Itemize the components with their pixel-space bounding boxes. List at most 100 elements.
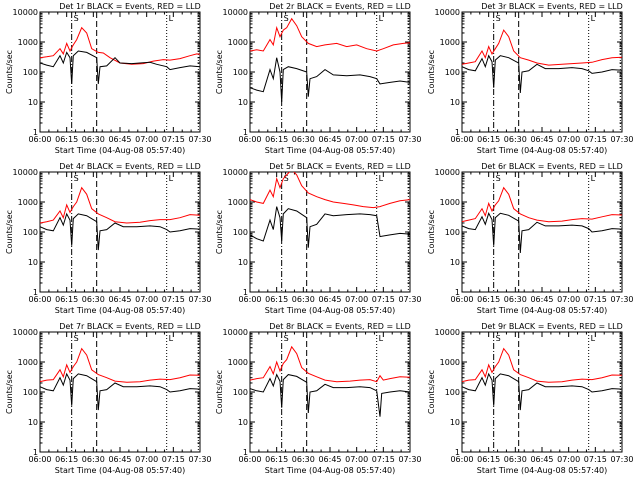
event-marker-label: S <box>74 174 79 183</box>
x-tick-label: 07:00 <box>135 135 158 144</box>
plot-frame <box>39 171 201 293</box>
x-tick-label: 06:15 <box>55 135 78 144</box>
event-marker-label: S <box>284 174 289 183</box>
event-marker-label: L <box>379 174 384 183</box>
x-tick-label: 07:00 <box>557 455 580 464</box>
lld-series-line <box>462 347 622 383</box>
y-axis-label: Counts/sec <box>215 370 224 414</box>
y-tick-label: 10 <box>238 98 248 107</box>
event-marker-label: L <box>379 334 384 343</box>
x-tick-label: 06:45 <box>530 135 553 144</box>
x-tick-label: 07:00 <box>557 295 580 304</box>
x-tick-label: 07:30 <box>610 455 633 464</box>
plot-frame <box>461 11 623 133</box>
x-tick-label: 06:30 <box>82 295 105 304</box>
y-tick-label: 10000 <box>13 328 38 337</box>
y-tick-label: 10 <box>28 98 38 107</box>
x-tick-label: 07:00 <box>557 135 580 144</box>
x-axis-label: Start Time (04-Aug-08 05:57:40) <box>477 146 608 155</box>
x-tick-label: 07:15 <box>162 295 185 304</box>
y-tick-label: 10 <box>28 418 38 427</box>
events-series-line <box>250 206 410 248</box>
x-tick-label: 06:30 <box>504 455 527 464</box>
events-series-line <box>250 373 410 417</box>
event-marker-label: S <box>284 14 289 23</box>
x-axis-label: Start Time (04-Aug-08 05:57:40) <box>477 306 608 315</box>
y-tick-label: 1 <box>33 448 38 457</box>
x-tick-label: 07:15 <box>584 295 607 304</box>
x-tick-label: 06:15 <box>265 455 288 464</box>
x-tick-label: 06:45 <box>108 295 131 304</box>
x-axis-label: Start Time (04-Aug-08 05:57:40) <box>265 146 396 155</box>
y-tick-label: 100 <box>23 68 38 77</box>
series-group <box>462 29 622 94</box>
panel-1: Det 1r BLACK = Events, RED = LLD 1 10 100 10… <box>5 2 212 155</box>
events-series-line <box>462 211 622 254</box>
y-tick-label: 1000 <box>440 38 460 47</box>
x-tick-label: 06:30 <box>82 455 105 464</box>
event-marker-label: L <box>379 14 384 23</box>
series-group <box>40 26 200 84</box>
x-tick-label: 07:30 <box>188 135 211 144</box>
panel-title: Det 1r BLACK = Events, RED = LLD <box>59 2 201 11</box>
y-tick-label: 100 <box>233 68 248 77</box>
x-tick-label: 07:15 <box>162 135 185 144</box>
events-series-line <box>40 372 200 411</box>
y-tick-label: 10000 <box>13 8 38 17</box>
y-tick-label: 1 <box>33 288 38 297</box>
y-tick-label: 100 <box>233 228 248 237</box>
series-group <box>40 186 200 251</box>
panel-3: Det 3r BLACK = Events, RED = LLD 1 10 100 10… <box>427 2 634 155</box>
y-tick-label: 100 <box>445 68 460 77</box>
x-tick-label: 06:15 <box>265 295 288 304</box>
x-tick-label: 06:45 <box>318 135 341 144</box>
x-tick-label: 06:15 <box>55 295 78 304</box>
x-tick-label: 07:15 <box>372 295 395 304</box>
event-marker-label: S <box>74 14 79 23</box>
lld-series-line <box>40 186 200 224</box>
x-tick-label: 07:15 <box>162 455 185 464</box>
y-tick-label: 10000 <box>223 168 248 177</box>
y-tick-label: 100 <box>233 388 248 397</box>
events-series-line <box>462 54 622 94</box>
y-tick-label: 100 <box>23 388 38 397</box>
x-tick-label: 06:30 <box>292 455 315 464</box>
y-axis-label: Counts/sec <box>215 50 224 94</box>
series-group <box>462 347 622 411</box>
x-tick-label: 06:15 <box>477 135 500 144</box>
x-tick-label: 06:00 <box>450 135 473 144</box>
x-axis-label: Start Time (04-Aug-08 05:57:40) <box>265 466 396 475</box>
y-tick-label: 1 <box>243 448 248 457</box>
x-tick-label: 07:30 <box>398 455 421 464</box>
y-tick-label: 10 <box>450 418 460 427</box>
x-tick-label: 07:00 <box>135 455 158 464</box>
lld-series-line <box>462 186 622 223</box>
panel-7: Det 7r BLACK = Events, RED = LLD 1 10 100 10… <box>5 322 212 475</box>
y-tick-label: 1000 <box>228 38 248 47</box>
x-tick-label: 07:00 <box>345 295 368 304</box>
panel-2: Det 2r BLACK = Events, RED = LLD 1 10 100 10… <box>215 2 422 155</box>
panel-title: Det 8r BLACK = Events, RED = LLD <box>269 322 411 331</box>
lld-series-line <box>250 17 410 52</box>
x-tick-label: 06:30 <box>292 135 315 144</box>
series-group <box>250 345 410 417</box>
panel-title: Det 7r BLACK = Events, RED = LLD <box>59 322 201 331</box>
panel-title: Det 9r BLACK = Events, RED = LLD <box>481 322 623 331</box>
event-marker-label: L <box>591 334 596 343</box>
plot-frame <box>249 331 411 453</box>
y-axis-label: Counts/sec <box>5 50 14 94</box>
y-tick-label: 1000 <box>18 38 38 47</box>
x-tick-label: 06:30 <box>82 135 105 144</box>
x-tick-label: 07:30 <box>398 135 421 144</box>
event-marker-label: S <box>74 334 79 343</box>
event-marker-label: L <box>169 334 174 343</box>
x-axis-label: Start Time (04-Aug-08 05:57:40) <box>265 306 396 315</box>
y-tick-label: 10000 <box>435 328 460 337</box>
x-tick-label: 06:15 <box>477 455 500 464</box>
events-series-line <box>462 372 622 411</box>
panel-6: Det 6r BLACK = Events, RED = LLD 1 10 100 10… <box>427 162 634 315</box>
y-axis-label: Counts/sec <box>5 210 14 254</box>
lld-series-line <box>462 29 622 66</box>
event-marker-label: L <box>591 174 596 183</box>
y-tick-label: 10000 <box>435 8 460 17</box>
